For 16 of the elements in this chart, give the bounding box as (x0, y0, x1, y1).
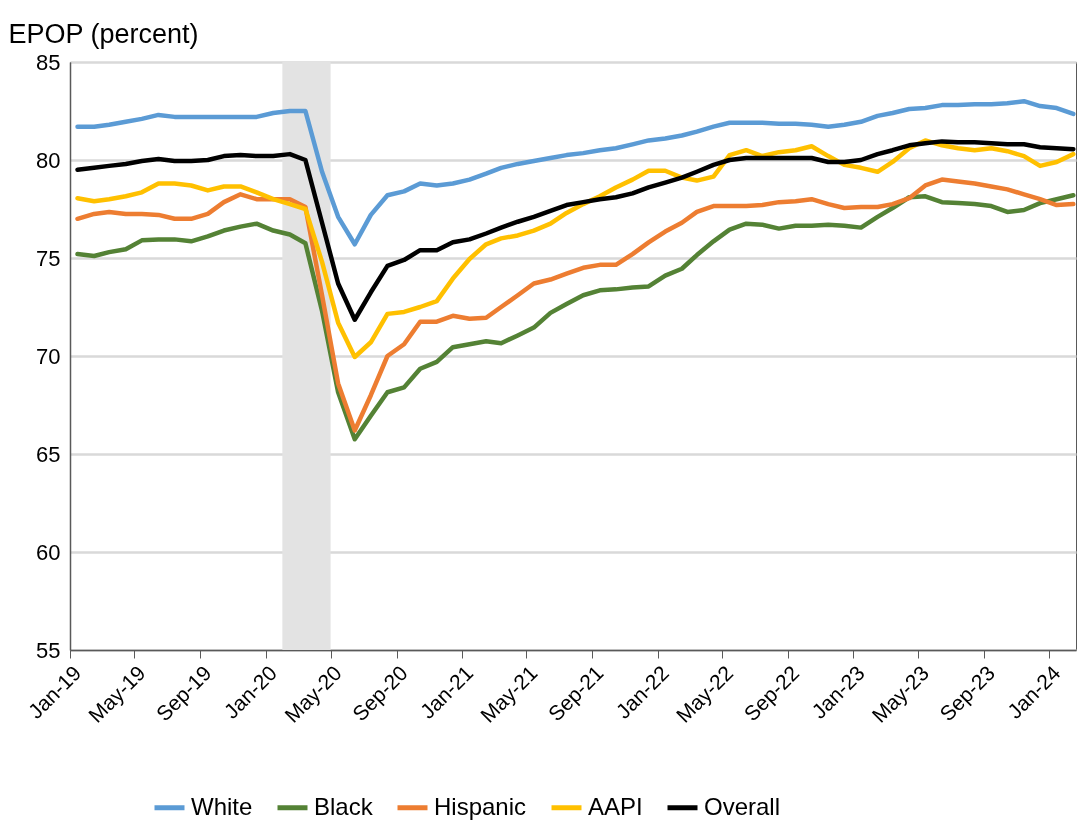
legend-label: AAPI (588, 792, 643, 820)
y-tick-label: 75 (36, 245, 61, 271)
y-tick-label: 55 (36, 637, 61, 663)
legend-label: Overall (704, 792, 781, 820)
y-tick-label: 65 (36, 441, 61, 467)
legend-label: White (191, 792, 253, 820)
y-tick-label: 70 (36, 343, 61, 369)
line-series (75, 139, 1076, 322)
y-tick-label: 80 (36, 147, 61, 173)
legend-label: Hispanic (434, 792, 527, 820)
y-tick-label: 85 (36, 49, 61, 75)
legend-label: Black (314, 792, 374, 820)
y-tick-label: 60 (36, 539, 61, 565)
line-series (75, 138, 1076, 360)
line-series (75, 98, 1076, 247)
y-axis-title: EPOP (percent) (8, 18, 199, 49)
